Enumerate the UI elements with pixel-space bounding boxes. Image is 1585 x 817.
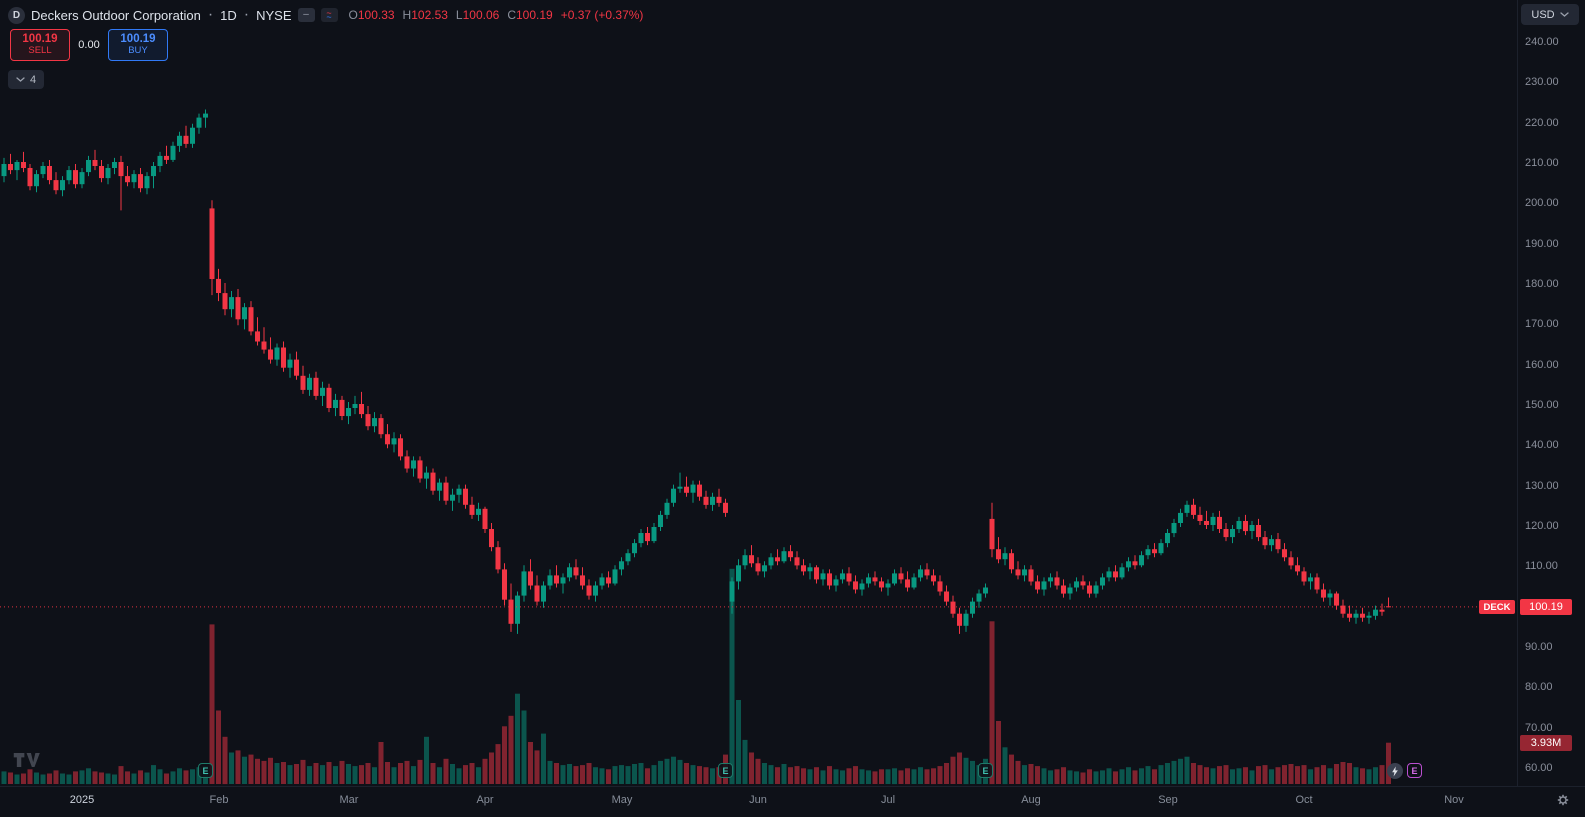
sell-label: SELL (28, 45, 52, 57)
time-axis-label: Sep (1158, 794, 1178, 806)
ohlc-readout: O100.33 H102.53 L100.06 C100.19 +0.37 (+… (349, 8, 644, 22)
buy-label: BUY (128, 45, 148, 57)
earnings-marker[interactable]: E (978, 763, 993, 778)
chevron-down-icon (1559, 12, 1569, 17)
lightning-bolt-icon (1392, 766, 1398, 776)
price-axis-label: 170.00 (1525, 318, 1559, 330)
symbol-legend[interactable]: D Deckers Outdoor Corporation · 1D · NYS… (8, 6, 643, 24)
bid-ask-lines-icon[interactable]: ~ ~ (320, 7, 338, 22)
earnings-marker[interactable]: E (198, 763, 213, 778)
time-axis-label: Apr (476, 794, 494, 806)
price-chart-canvas[interactable] (0, 0, 1517, 786)
price-axis-label: 120.00 (1525, 520, 1559, 532)
volume-value-label: 3.93M (1520, 735, 1572, 751)
high-value: 102.53 (411, 8, 448, 22)
low-label: L (455, 8, 463, 22)
price-axis-label: 200.00 (1525, 197, 1559, 209)
price-axis-label: 60.00 (1525, 762, 1553, 774)
high-label: H (402, 8, 412, 22)
earnings-marker[interactable]: E (718, 763, 733, 778)
time-axis-label: Aug (1021, 794, 1041, 806)
time-axis-label: May (611, 794, 633, 806)
wave-blue: ~ (326, 11, 332, 22)
time-axis-label: Oct (1295, 794, 1313, 806)
open-label: O (348, 8, 358, 22)
time-axis-label: Feb (209, 794, 229, 806)
trade-panel: 100.19 SELL 0.00 100.19 BUY (10, 29, 168, 61)
price-axis-label: 230.00 (1525, 76, 1559, 88)
price-axis-label: 180.00 (1525, 278, 1559, 290)
price-axis-label: 190.00 (1525, 238, 1559, 250)
spread-value: 0.00 (78, 39, 100, 51)
symbol-title[interactable]: Deckers Outdoor Corporation (31, 7, 201, 23)
price-axis-label: 160.00 (1525, 359, 1559, 371)
time-axis-label: Jun (749, 794, 767, 806)
legend-collapse-icon[interactable]: – (297, 8, 315, 22)
time-axis-label: 2025 (69, 794, 95, 806)
time-axis-label: Mar (339, 794, 359, 806)
price-axis-label: 110.00 (1525, 560, 1558, 572)
price-axis-label: 80.00 (1525, 681, 1553, 693)
buy-button[interactable]: 100.19 BUY (108, 29, 168, 61)
chevron-down-icon (16, 77, 25, 82)
sell-price: 100.19 (22, 32, 58, 45)
price-axis[interactable]: USD 60.0070.0080.0090.00100.00110.00120.… (1517, 0, 1585, 786)
upcoming-event-lightning-icon[interactable] (1387, 763, 1403, 779)
tradingview-logo[interactable] (12, 750, 42, 775)
interval-label: 1D (220, 7, 237, 23)
sell-button[interactable]: 100.19 SELL (10, 29, 70, 61)
price-axis-label: 240.00 (1525, 36, 1559, 48)
title-separator: · (243, 6, 250, 23)
open-value: 100.33 (357, 8, 395, 22)
price-line-symbol-tag: DECK (1479, 600, 1515, 614)
buy-price: 100.19 (120, 32, 156, 45)
low-value: 100.06 (462, 8, 500, 22)
title-separator: · (207, 6, 214, 23)
close-label: C (507, 8, 516, 22)
last-price-label: 100.19 (1520, 599, 1572, 615)
time-axis-label: Jul (880, 794, 896, 806)
currency-label: USD (1531, 8, 1555, 21)
price-axis-label: 140.00 (1525, 439, 1559, 451)
exchange-label: NYSE (256, 7, 292, 23)
price-axis-label: 150.00 (1525, 399, 1559, 411)
time-axis[interactable]: 2025 Feb Mar Apr May Jun Jul Aug Sep Oct Nov (0, 786, 1585, 817)
symbol-logo[interactable]: D (8, 6, 25, 24)
wave-red: ~ (326, 7, 332, 18)
price-axis-label: 130.00 (1525, 480, 1559, 492)
price-axis-label: 90.00 (1525, 641, 1553, 653)
time-axis-label: Nov (1444, 794, 1464, 806)
currency-selector[interactable]: USD (1521, 4, 1579, 25)
time-axis-settings-gear-icon[interactable] (1556, 793, 1570, 812)
upcoming-earnings-icon[interactable]: E (1407, 763, 1422, 778)
change-value: +0.37 (+0.37%) (560, 8, 644, 22)
indicators-collapsed-chip[interactable]: 4 (8, 70, 45, 89)
price-axis-label: 220.00 (1525, 117, 1559, 129)
close-value: 100.19 (515, 8, 553, 22)
price-axis-label: 70.00 (1525, 722, 1553, 734)
indicators-count: 4 (30, 73, 37, 86)
price-axis-label: 210.00 (1525, 157, 1559, 169)
